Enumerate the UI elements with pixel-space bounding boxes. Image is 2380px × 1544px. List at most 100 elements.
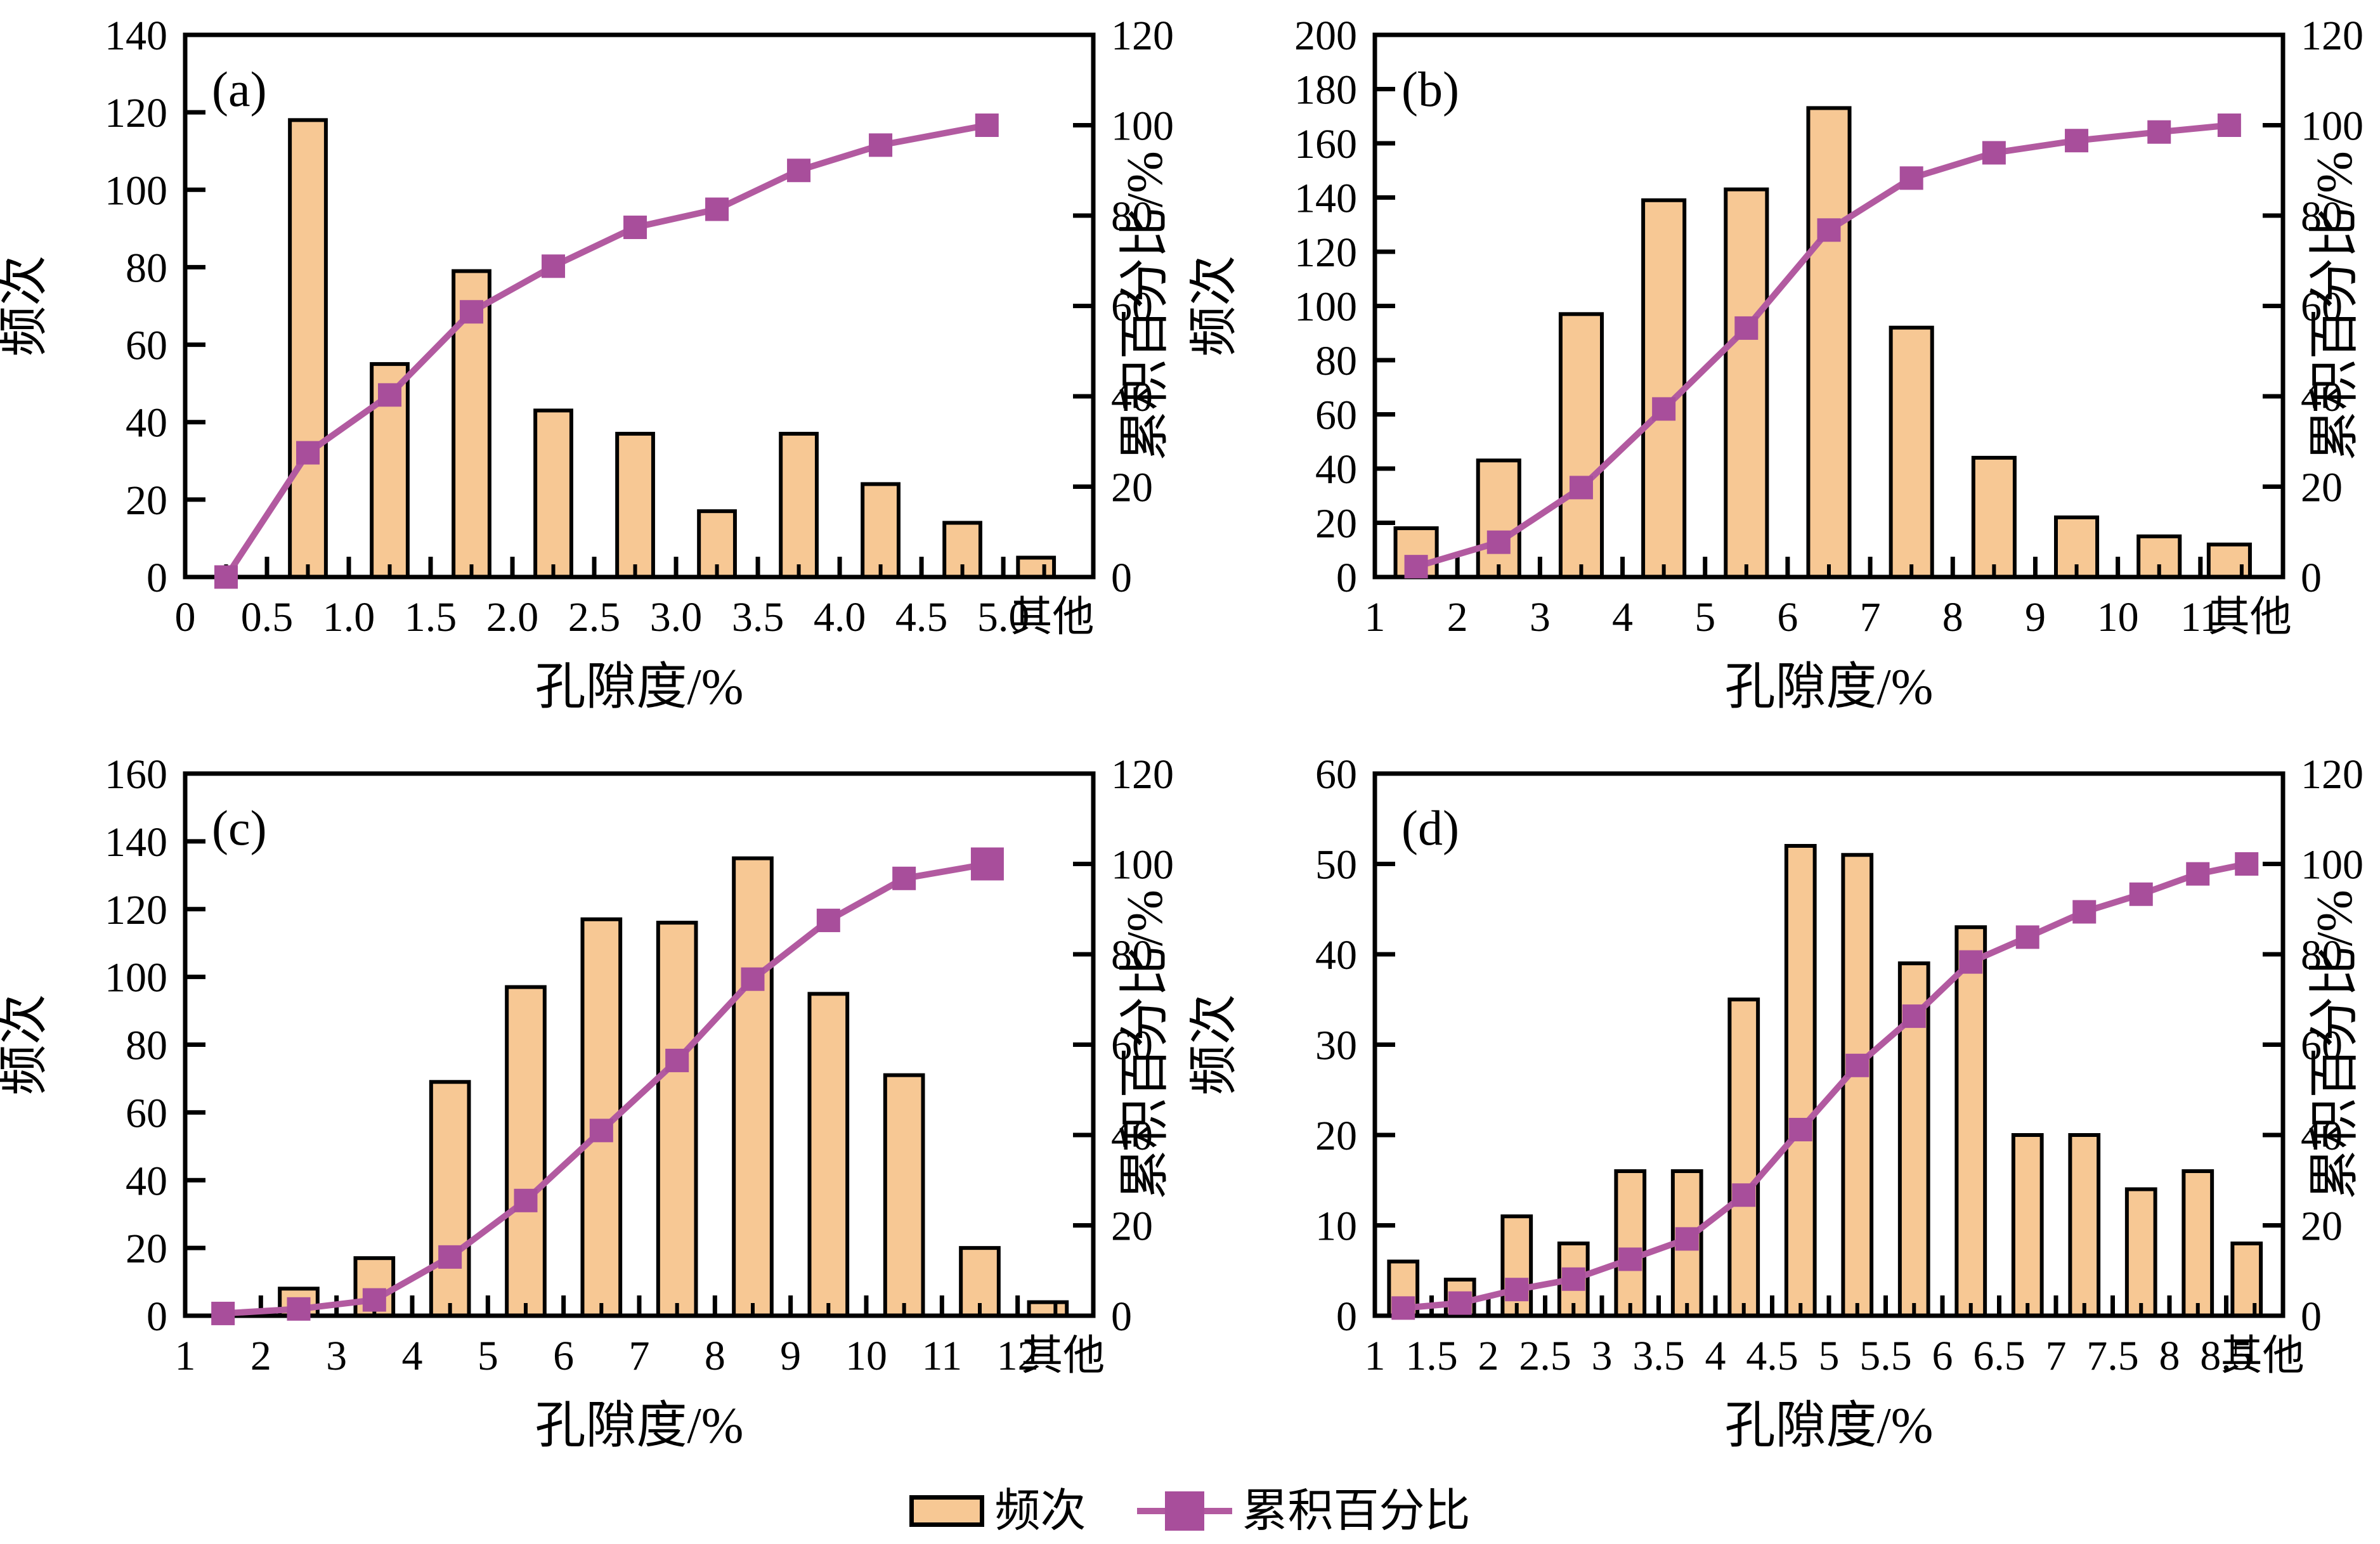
svg-text:5: 5 (478, 1333, 498, 1379)
panel-d-chart: 0 10 20 30 40 50 60 0 20 40 60 80 100 120 1 1.5 2 2.5 3 3.5… (1190, 751, 2364, 1454)
svg-text:20: 20 (126, 477, 167, 524)
svg-text:0: 0 (1111, 555, 1132, 601)
svg-text:5: 5 (1819, 1333, 1840, 1379)
x-axis-title: 孔隙度/% (1725, 1398, 1934, 1454)
svg-text:5.5: 5.5 (1859, 1333, 1912, 1379)
svg-text:5.0: 5.0 (977, 594, 1030, 640)
panel-letter: (d) (1401, 800, 1459, 855)
svg-text:4.5: 4.5 (1746, 1333, 1798, 1379)
svg-text:60: 60 (1111, 1023, 1153, 1069)
svg-text:2: 2 (1447, 594, 1468, 640)
svg-text:40: 40 (2301, 1113, 2343, 1159)
plot-border (1372, 32, 2286, 580)
panel-b-chart: 0 20 40 60 80 100 120 140 160 180 200 0 20 40 60 80 100 1… (1190, 13, 2364, 715)
svg-text:100: 100 (105, 955, 167, 1001)
left-y-axis-title: 频次 (1190, 994, 1242, 1096)
svg-text:1: 1 (1365, 594, 1386, 640)
svg-text:80: 80 (126, 245, 167, 291)
svg-text:0: 0 (2301, 1294, 2322, 1340)
plot-border (183, 771, 1096, 1318)
panel-letter: (a) (212, 62, 267, 117)
frequency-bars (1393, 106, 2252, 580)
svg-text:0: 0 (2301, 555, 2322, 601)
x-axis-title: 孔隙度/% (1725, 659, 1934, 715)
svg-text:10: 10 (2097, 594, 2139, 640)
svg-text:6: 6 (1777, 594, 1798, 640)
svg-text:4: 4 (402, 1333, 423, 1379)
svg-text:140: 140 (105, 819, 167, 866)
axis-ticks: 0 20 40 60 80 100 120 140 0 20 40 60 80 100 120 0 0.5 1.0… (105, 13, 1174, 640)
svg-text:120: 120 (105, 90, 167, 136)
svg-text:140: 140 (105, 13, 167, 59)
svg-text:20: 20 (1111, 1203, 1153, 1250)
svg-text:80: 80 (1315, 338, 1357, 384)
svg-text:80: 80 (1111, 193, 1153, 240)
svg-text:40: 40 (1315, 932, 1357, 978)
svg-text:50: 50 (1315, 842, 1357, 888)
svg-text:5: 5 (1694, 594, 1715, 640)
svg-text:12: 12 (997, 1333, 1039, 1379)
panel-grid: 0 20 40 60 80 100 120 140 0 20 40 60 80 100 120 0 0.5 1.0… (0, 0, 2379, 1477)
svg-text:180: 180 (1294, 67, 1357, 114)
svg-text:1: 1 (1365, 1333, 1386, 1379)
svg-text:3: 3 (1530, 594, 1551, 640)
legend-item-cumulative: 累积百分比 (1136, 1488, 1471, 1534)
svg-text:6: 6 (1932, 1333, 1953, 1379)
panel-a-chart: 0 20 40 60 80 100 120 140 0 20 40 60 80 100 120 0 0.5 1.0… (0, 13, 1174, 715)
cumulative-line (214, 114, 999, 589)
svg-text:120: 120 (105, 887, 167, 933)
plot-border (1372, 771, 2286, 1318)
right-y-axis-title: 累积百分比/% (2307, 890, 2363, 1200)
svg-text:160: 160 (1294, 121, 1357, 167)
svg-text:20: 20 (1315, 1113, 1357, 1159)
svg-text:1.0: 1.0 (323, 594, 375, 640)
svg-text:100: 100 (2301, 842, 2364, 888)
svg-text:40: 40 (1111, 374, 1153, 420)
svg-text:120: 120 (2301, 751, 2364, 798)
panel-d: 0 10 20 30 40 50 60 0 20 40 60 80 100 120 1 1.5 2 2.5 3 3.5… (1190, 739, 2379, 1477)
svg-text:40: 40 (1111, 1113, 1153, 1159)
svg-text:120: 120 (1111, 751, 1174, 798)
svg-text:3.5: 3.5 (732, 594, 784, 640)
svg-text:4.5: 4.5 (895, 594, 948, 640)
svg-text:6: 6 (553, 1333, 574, 1379)
svg-text:8: 8 (2159, 1333, 2180, 1379)
svg-text:10: 10 (1315, 1203, 1357, 1250)
svg-text:8: 8 (705, 1333, 725, 1379)
svg-text:120: 120 (1111, 13, 1174, 59)
svg-text:80: 80 (2301, 193, 2343, 240)
frequency-bars (288, 118, 1057, 580)
x-axis-title: 孔隙度/% (535, 1398, 744, 1454)
cumulative-line (211, 847, 1004, 1325)
svg-text:1: 1 (175, 1333, 196, 1379)
axis-ticks: 0 20 40 60 80 100 120 140 160 180 200 0 20 40 60 80 100 1… (1294, 13, 2364, 640)
svg-text:100: 100 (1111, 842, 1174, 888)
svg-text:40: 40 (126, 400, 167, 446)
cumulative-line (1404, 114, 2241, 579)
svg-text:0: 0 (1336, 1294, 1357, 1340)
svg-text:10: 10 (845, 1333, 887, 1379)
svg-text:11: 11 (922, 1333, 963, 1379)
legend: 频次 累积百分比 (0, 1477, 2380, 1544)
svg-text:100: 100 (1294, 284, 1357, 330)
panel-b: 0 20 40 60 80 100 120 140 160 180 200 0 20 40 60 80 100 1… (1190, 0, 2379, 739)
axis-ticks: 0 10 20 30 40 50 60 0 20 40 60 80 100 120 1 1.5 2 2.5 3 3.5… (1315, 751, 2364, 1379)
cumulative-line-marker-icon (1136, 1490, 1232, 1532)
frequency-bars (278, 856, 1069, 1318)
svg-text:20: 20 (2301, 465, 2343, 511)
svg-text:其他: 其他 (1010, 594, 1094, 640)
svg-text:20: 20 (1315, 501, 1357, 547)
svg-text:2: 2 (250, 1333, 271, 1379)
svg-text:其他: 其他 (2221, 1333, 2305, 1379)
svg-text:1.5: 1.5 (1405, 1333, 1458, 1379)
svg-text:3: 3 (1592, 1333, 1613, 1379)
svg-text:1.5: 1.5 (405, 594, 457, 640)
left-y-axis-title: 频次 (0, 994, 52, 1096)
svg-text:20: 20 (126, 1226, 167, 1272)
svg-text:4: 4 (1705, 1333, 1726, 1379)
svg-text:60: 60 (1111, 284, 1153, 330)
svg-text:7.5: 7.5 (2086, 1333, 2139, 1379)
svg-text:40: 40 (2301, 374, 2343, 420)
svg-text:140: 140 (1294, 176, 1357, 222)
